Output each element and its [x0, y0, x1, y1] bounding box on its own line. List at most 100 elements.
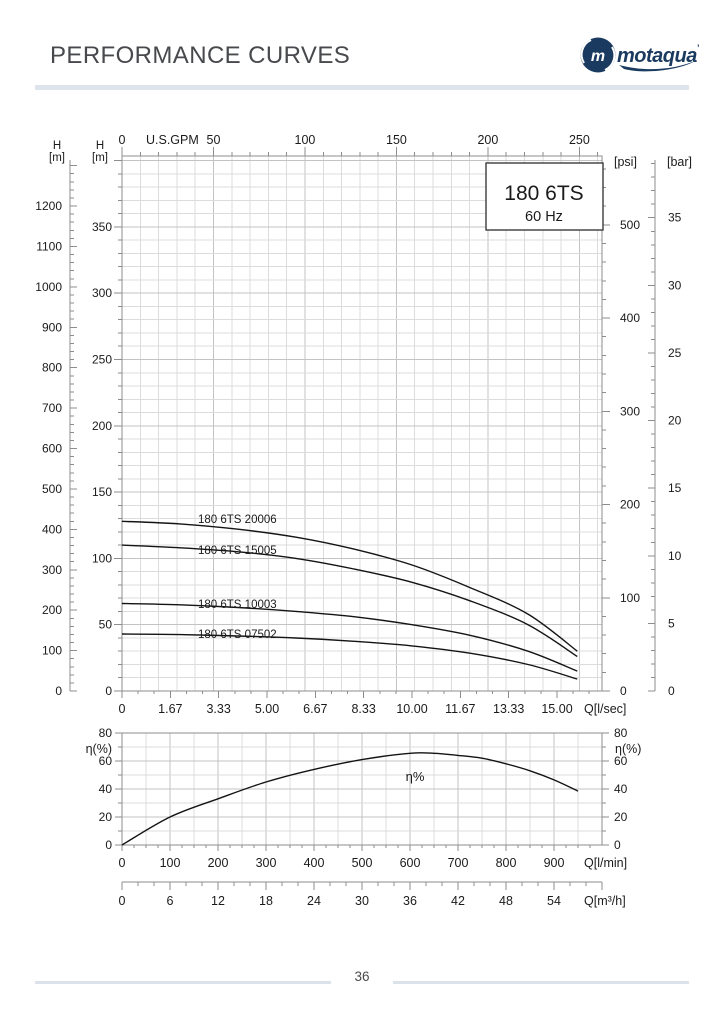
lmin-tick-label: 100	[160, 856, 181, 870]
eff-bottom-axis-label: Q[l/min]	[584, 856, 627, 870]
curve-label-07502: 180 6TS 07502	[198, 629, 277, 641]
h-outer-tick-label: 800	[42, 361, 62, 375]
h-outer-tick-label: 900	[42, 320, 62, 334]
page-number: 36	[354, 969, 370, 984]
model-box-frequency: 60 Hz	[525, 209, 563, 225]
model-box: 180 6TS 60 Hz	[485, 162, 604, 231]
lmin-tick-label: 400	[304, 856, 325, 870]
gpm-tick-label: 50	[207, 133, 221, 147]
lmin-tick-label: 0	[119, 856, 126, 870]
gpm-tick-label: 150	[386, 133, 407, 147]
h-inner-tick-label: 350	[92, 220, 112, 234]
bar-tick-label: 30	[668, 278, 682, 292]
h-inner-tick-label: 200	[92, 419, 112, 433]
psi-tick-label: 200	[620, 498, 640, 512]
h-outer-tick-label: 200	[42, 603, 62, 617]
eta-tick-label: 80	[99, 726, 113, 740]
h-inner-tick-label: 50	[99, 618, 113, 632]
lmin-tick-label: 700	[448, 856, 469, 870]
lsec-tick-label: 15.00	[541, 702, 572, 716]
psi-axis-label: [psi]	[614, 155, 637, 169]
lsec-tick-label: 6.67	[303, 702, 327, 716]
bar-tick-label: 5	[668, 616, 675, 630]
m3h-tick-label: 24	[307, 894, 321, 908]
h-outer-tick-label: 1000	[35, 280, 62, 294]
lsec-tick-label: 1.67	[158, 702, 182, 716]
pump-curve-3	[121, 633, 578, 680]
lsec-tick-label: 0	[119, 702, 126, 716]
bottom-axis-label: Q[l/sec]	[584, 702, 626, 716]
psi-tick-label: 500	[620, 218, 640, 232]
efficiency-curve-path	[121, 752, 579, 846]
m3h-tick-label: 54	[547, 894, 561, 908]
inner-left-axis-label: H	[96, 140, 104, 152]
header-divider	[35, 85, 689, 90]
m3h-tick-label: 36	[403, 894, 417, 908]
m3h-tick-label: 48	[499, 894, 513, 908]
bar-tick-label: 35	[668, 211, 682, 225]
lsec-tick-label: 3.33	[206, 702, 230, 716]
h-outer-tick-label: 700	[42, 401, 62, 415]
eff-right-axis-label: η(%)	[615, 742, 641, 756]
psi-tick-label: 100	[620, 591, 640, 605]
lmin-tick-label: 600	[400, 856, 421, 870]
curve-label-20006: 180 6TS 20006	[198, 514, 277, 526]
logo-wordmark: motaqua	[617, 45, 697, 67]
lsec-tick-label: 13.33	[493, 702, 524, 716]
main-grid	[122, 156, 602, 691]
main-curves	[121, 520, 578, 680]
h-outer-tick-label: 300	[42, 563, 62, 577]
lmin-tick-label: 900	[544, 856, 565, 870]
lmin-tick-label: 800	[496, 856, 517, 870]
inner-left-axis-unit: [m]	[92, 152, 108, 164]
footer-divider-right	[393, 981, 689, 984]
h-inner-tick-label: 0	[105, 684, 112, 698]
h-outer-tick-label: 100	[42, 644, 62, 658]
pump-curve-0	[121, 520, 578, 652]
bar-tick-label: 25	[668, 346, 682, 360]
logo-emblem-icon: m	[580, 37, 616, 73]
gpm-tick-label: 100	[295, 133, 316, 147]
gpm-tick-label: 250	[569, 133, 590, 147]
logo-emblem-letter: m	[591, 48, 605, 65]
m3h-tick-label: 30	[355, 894, 369, 908]
m3h-tick-label: 6	[167, 894, 174, 908]
lmin-tick-label: 300	[256, 856, 277, 870]
psi-tick-label: 400	[620, 311, 640, 325]
eff-left-axis-label: η(%)	[86, 742, 112, 756]
m3h-tick-label: 18	[259, 894, 273, 908]
eta-tick-label: 60	[614, 754, 628, 768]
m3h-tick-label: 42	[451, 894, 465, 908]
page-title: PERFORMANCE CURVES	[50, 42, 351, 69]
bar-tick-label: 20	[668, 414, 682, 428]
h-inner-tick-label: 150	[92, 485, 112, 499]
pump-curve-1	[121, 544, 578, 658]
gpm-tick-label: 0	[119, 133, 126, 147]
logo: m motaqua ’	[580, 37, 700, 73]
eta-tick-label: 80	[614, 726, 628, 740]
footer-divider-left	[35, 981, 331, 984]
lmin-tick-label: 500	[352, 856, 373, 870]
m3h-tick-label: 12	[211, 894, 225, 908]
m3h-tick-label: 0	[119, 894, 126, 908]
h-outer-tick-label: 600	[42, 442, 62, 456]
eta-tick-label: 60	[99, 754, 113, 768]
lsec-tick-label: 8.33	[351, 702, 375, 716]
h-outer-tick-label: 1100	[36, 239, 62, 253]
curve-label-15005: 180 6TS 15005	[198, 545, 277, 557]
h-inner-tick-label: 100	[92, 551, 112, 565]
outer-left-axis-label: H	[53, 140, 61, 152]
h-outer-tick-label: 500	[42, 482, 62, 496]
curve-label-10003: 180 6TS 10003	[198, 599, 277, 611]
gpm-tick-label: 200	[477, 133, 498, 147]
main-plot-border	[121, 155, 603, 692]
psi-tick-label: 0	[620, 684, 627, 698]
top-axis-label: U.S.GPM	[146, 133, 199, 147]
bar-tick-label: 15	[668, 481, 682, 495]
